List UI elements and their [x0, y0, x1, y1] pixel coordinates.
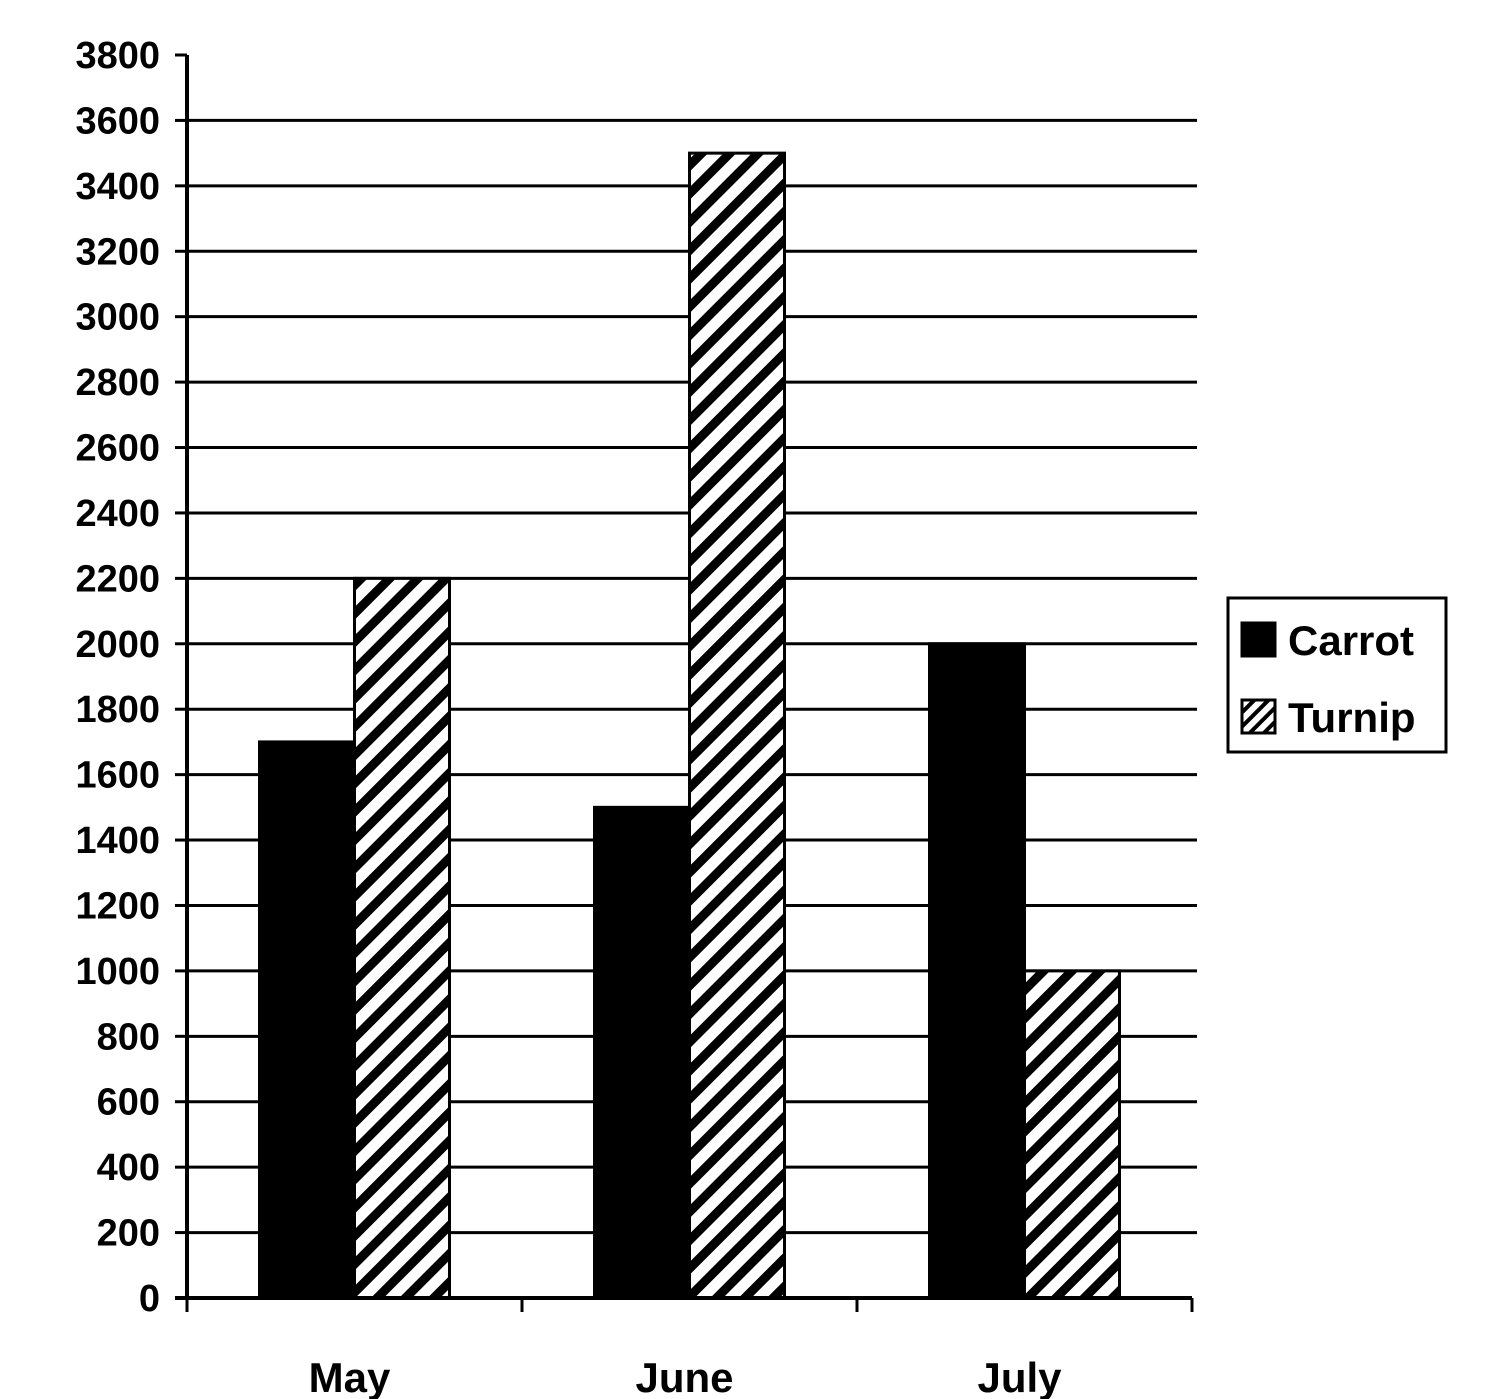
y-tick-label: 3400 [75, 166, 160, 208]
y-tick-label: 200 [97, 1213, 160, 1255]
y-tick-label: 2600 [75, 428, 160, 470]
bar-carrot-june [593, 805, 691, 1300]
bar-carrot-july [928, 642, 1026, 1300]
y-tick-label: 3600 [75, 100, 160, 142]
y-tick-label: 2800 [75, 362, 160, 404]
x-category-label: July [977, 1354, 1062, 1399]
y-tick-label: 1000 [75, 951, 160, 993]
y-tick-label: 3000 [75, 297, 160, 339]
y-tick-label: 400 [97, 1147, 160, 1189]
bars [258, 151, 1121, 1300]
y-axis-tick-labels: 0 200 400 600 800 1000 1200 1400 1600 1800 2000 220… [75, 35, 160, 1320]
y-tick-label: 3200 [75, 231, 160, 273]
legend-label-turnip: Turnip [1288, 694, 1416, 741]
y-tick-label: 2000 [75, 624, 160, 666]
x-category-label: May [309, 1354, 391, 1399]
y-tick-label: 1600 [75, 755, 160, 797]
legend-swatch-turnip [1240, 698, 1277, 735]
y-tick-label: 3800 [75, 35, 160, 77]
legend-swatch-carrot [1240, 621, 1277, 658]
x-category-label: June [635, 1354, 733, 1399]
y-tick-label: 1800 [75, 689, 160, 731]
axes [175, 53, 1194, 1312]
y-tick-label: 1200 [75, 885, 160, 927]
y-tick-label: 0 [139, 1278, 160, 1320]
legend: Carrot Turnip [1226, 596, 1448, 754]
x-axis-category-labels: May June July [309, 1354, 1063, 1399]
bar-turnip-july [1023, 969, 1121, 1300]
bar-turnip-may [353, 576, 451, 1300]
y-tick-label: 600 [97, 1082, 160, 1124]
y-tick-label: 2400 [75, 493, 160, 535]
y-tick-label: 2200 [75, 558, 160, 600]
y-tick-label: 1400 [75, 820, 160, 862]
legend-label-carrot: Carrot [1288, 617, 1414, 664]
y-tick-label: 800 [97, 1016, 160, 1058]
bar-turnip-june [688, 151, 786, 1300]
bar-carrot-may [258, 740, 356, 1300]
